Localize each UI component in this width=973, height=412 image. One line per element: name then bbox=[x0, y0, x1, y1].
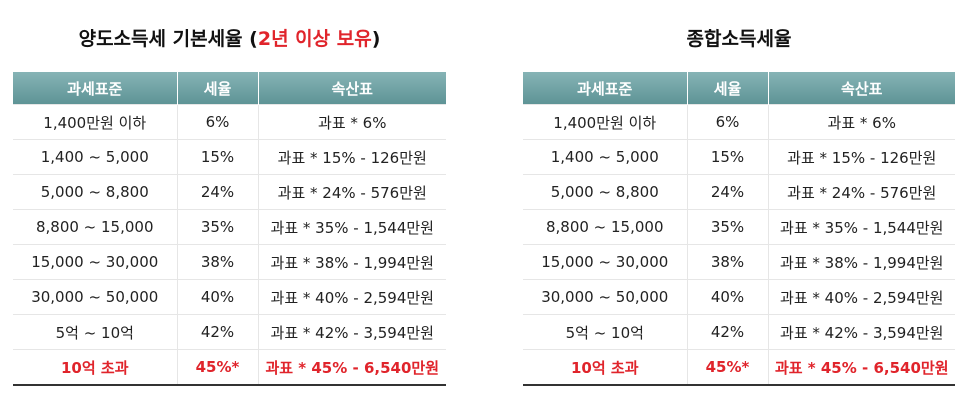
table-cell: 30,000 ~ 50,000 bbox=[13, 279, 177, 315]
table-row: 1,400 ~ 5,000 15% 과표 * 15% - 126만원 bbox=[523, 139, 955, 175]
table-row: 5억 ~ 10억 42% 과표 * 42% - 3,594만원 bbox=[13, 314, 446, 350]
header-row: 과세표준 세율 속산표 bbox=[13, 72, 446, 105]
table-cell: 42% bbox=[176, 314, 258, 350]
table-row: 10억 초과 45%* 과표 * 45% - 6,540만원 bbox=[523, 349, 955, 385]
table-row: 15,000 ~ 30,000 38% 과표 * 38% - 1,994만원 bbox=[13, 244, 446, 280]
title-part: 2년 이상 보유 bbox=[257, 28, 372, 50]
header-cell: 과세표준 bbox=[13, 72, 177, 105]
table-cell: 1,400만원 이하 bbox=[523, 104, 687, 140]
table-cell: 과표 * 15% - 126만원 bbox=[767, 139, 955, 175]
table-row: 5억 ~ 10억 42% 과표 * 42% - 3,594만원 bbox=[523, 314, 955, 350]
table-cell: 과표 * 42% - 3,594만원 bbox=[257, 314, 446, 350]
table-cell: 45%* bbox=[176, 349, 258, 385]
title-part: ( bbox=[249, 28, 258, 50]
table-cell: 38% bbox=[686, 244, 768, 280]
table-cell: 15,000 ~ 30,000 bbox=[13, 244, 177, 280]
table-cell: 과표 * 35% - 1,544만원 bbox=[767, 209, 955, 245]
table-cell: 35% bbox=[176, 209, 258, 245]
table-cell: 15% bbox=[176, 139, 258, 175]
table-row: 1,400만원 이하 6% 과표 * 6% bbox=[523, 104, 955, 140]
table-cell: 과표 * 38% - 1,994만원 bbox=[257, 244, 446, 280]
table-row: 5,000 ~ 8,800 24% 과표 * 24% - 576만원 bbox=[13, 174, 446, 210]
table-cell: 1,400 ~ 5,000 bbox=[13, 139, 177, 175]
table-cell: 과표 * 45% - 6,540만원 bbox=[767, 349, 955, 385]
table-cell: 과표 * 35% - 1,544만원 bbox=[257, 209, 446, 245]
title-part: ) bbox=[371, 28, 381, 50]
table-row: 30,000 ~ 50,000 40% 과표 * 40% - 2,594만원 bbox=[523, 279, 955, 315]
table-cell: 45%* bbox=[686, 349, 768, 385]
header-cell: 속산표 bbox=[767, 72, 955, 105]
table-row: 1,400만원 이하 6% 과표 * 6% bbox=[13, 104, 446, 140]
table-title: 종합소득세율 bbox=[523, 24, 955, 51]
table-cell: 과표 * 15% - 126만원 bbox=[257, 139, 446, 175]
table-cell: 6% bbox=[176, 104, 258, 140]
header-row: 과세표준 세율 속산표 bbox=[523, 72, 955, 105]
table-cell: 과표 * 24% - 576만원 bbox=[257, 174, 446, 210]
table-cell: 15% bbox=[686, 139, 768, 175]
table-cell: 5,000 ~ 8,800 bbox=[13, 174, 177, 210]
table-title: 양도소득세 기본세율 (2년 이상 보유) bbox=[13, 24, 446, 51]
table-cell: 과표 * 42% - 3,594만원 bbox=[767, 314, 955, 350]
table-cell: 42% bbox=[686, 314, 768, 350]
table-cell: 8,800 ~ 15,000 bbox=[13, 209, 177, 245]
table-cell: 8,800 ~ 15,000 bbox=[523, 209, 687, 245]
table-cell: 1,400 ~ 5,000 bbox=[523, 139, 687, 175]
table-cell: 5억 ~ 10억 bbox=[523, 314, 687, 350]
table-cell: 과표 * 24% - 576만원 bbox=[767, 174, 955, 210]
table-row: 8,800 ~ 15,000 35% 과표 * 35% - 1,544만원 bbox=[523, 209, 955, 245]
table-row: 8,800 ~ 15,000 35% 과표 * 35% - 1,544만원 bbox=[13, 209, 446, 245]
header-cell: 과세표준 bbox=[523, 72, 687, 105]
table-cell: 30,000 ~ 50,000 bbox=[523, 279, 687, 315]
table-row: 10억 초과 45%* 과표 * 45% - 6,540만원 bbox=[13, 349, 446, 385]
table-row: 1,400 ~ 5,000 15% 과표 * 15% - 126만원 bbox=[13, 139, 446, 175]
table-cell: 과표 * 6% bbox=[767, 104, 955, 140]
table-cell: 1,400만원 이하 bbox=[13, 104, 177, 140]
header-cell: 세율 bbox=[176, 72, 258, 105]
title-part: 양도소득세 기본세율 bbox=[78, 28, 250, 50]
tax-table: 과세표준 세율 속산표 1,400만원 이하 6% 과표 * 6% 1,400 ~ 5,00… bbox=[13, 72, 446, 386]
table-cell: 10억 초과 bbox=[523, 349, 687, 385]
header-cell: 세율 bbox=[686, 72, 768, 105]
table-cell: 6% bbox=[686, 104, 768, 140]
table-cell: 5억 ~ 10억 bbox=[13, 314, 177, 350]
table-cell: 과표 * 40% - 2,594만원 bbox=[257, 279, 446, 315]
table-row: 30,000 ~ 50,000 40% 과표 * 40% - 2,594만원 bbox=[13, 279, 446, 315]
table-row: 5,000 ~ 8,800 24% 과표 * 24% - 576만원 bbox=[523, 174, 955, 210]
header-cell: 속산표 bbox=[257, 72, 446, 105]
table-cell: 과표 * 45% - 6,540만원 bbox=[257, 349, 446, 385]
table-cell: 과표 * 38% - 1,994만원 bbox=[767, 244, 955, 280]
table-cell: 35% bbox=[686, 209, 768, 245]
table-row: 15,000 ~ 30,000 38% 과표 * 38% - 1,994만원 bbox=[523, 244, 955, 280]
tax-table: 과세표준 세율 속산표 1,400만원 이하 6% 과표 * 6% 1,400 ~ 5,00… bbox=[523, 72, 955, 386]
table-cell: 5,000 ~ 8,800 bbox=[523, 174, 687, 210]
table-cell: 과표 * 40% - 2,594만원 bbox=[767, 279, 955, 315]
table-cell: 15,000 ~ 30,000 bbox=[523, 244, 687, 280]
table-cell: 24% bbox=[176, 174, 258, 210]
table-cell: 38% bbox=[176, 244, 258, 280]
table-cell: 10억 초과 bbox=[13, 349, 177, 385]
table-cell: 40% bbox=[686, 279, 768, 315]
table-cell: 24% bbox=[686, 174, 768, 210]
title-part: 종합소득세율 bbox=[686, 28, 792, 50]
table-cell: 과표 * 6% bbox=[257, 104, 446, 140]
table-cell: 40% bbox=[176, 279, 258, 315]
